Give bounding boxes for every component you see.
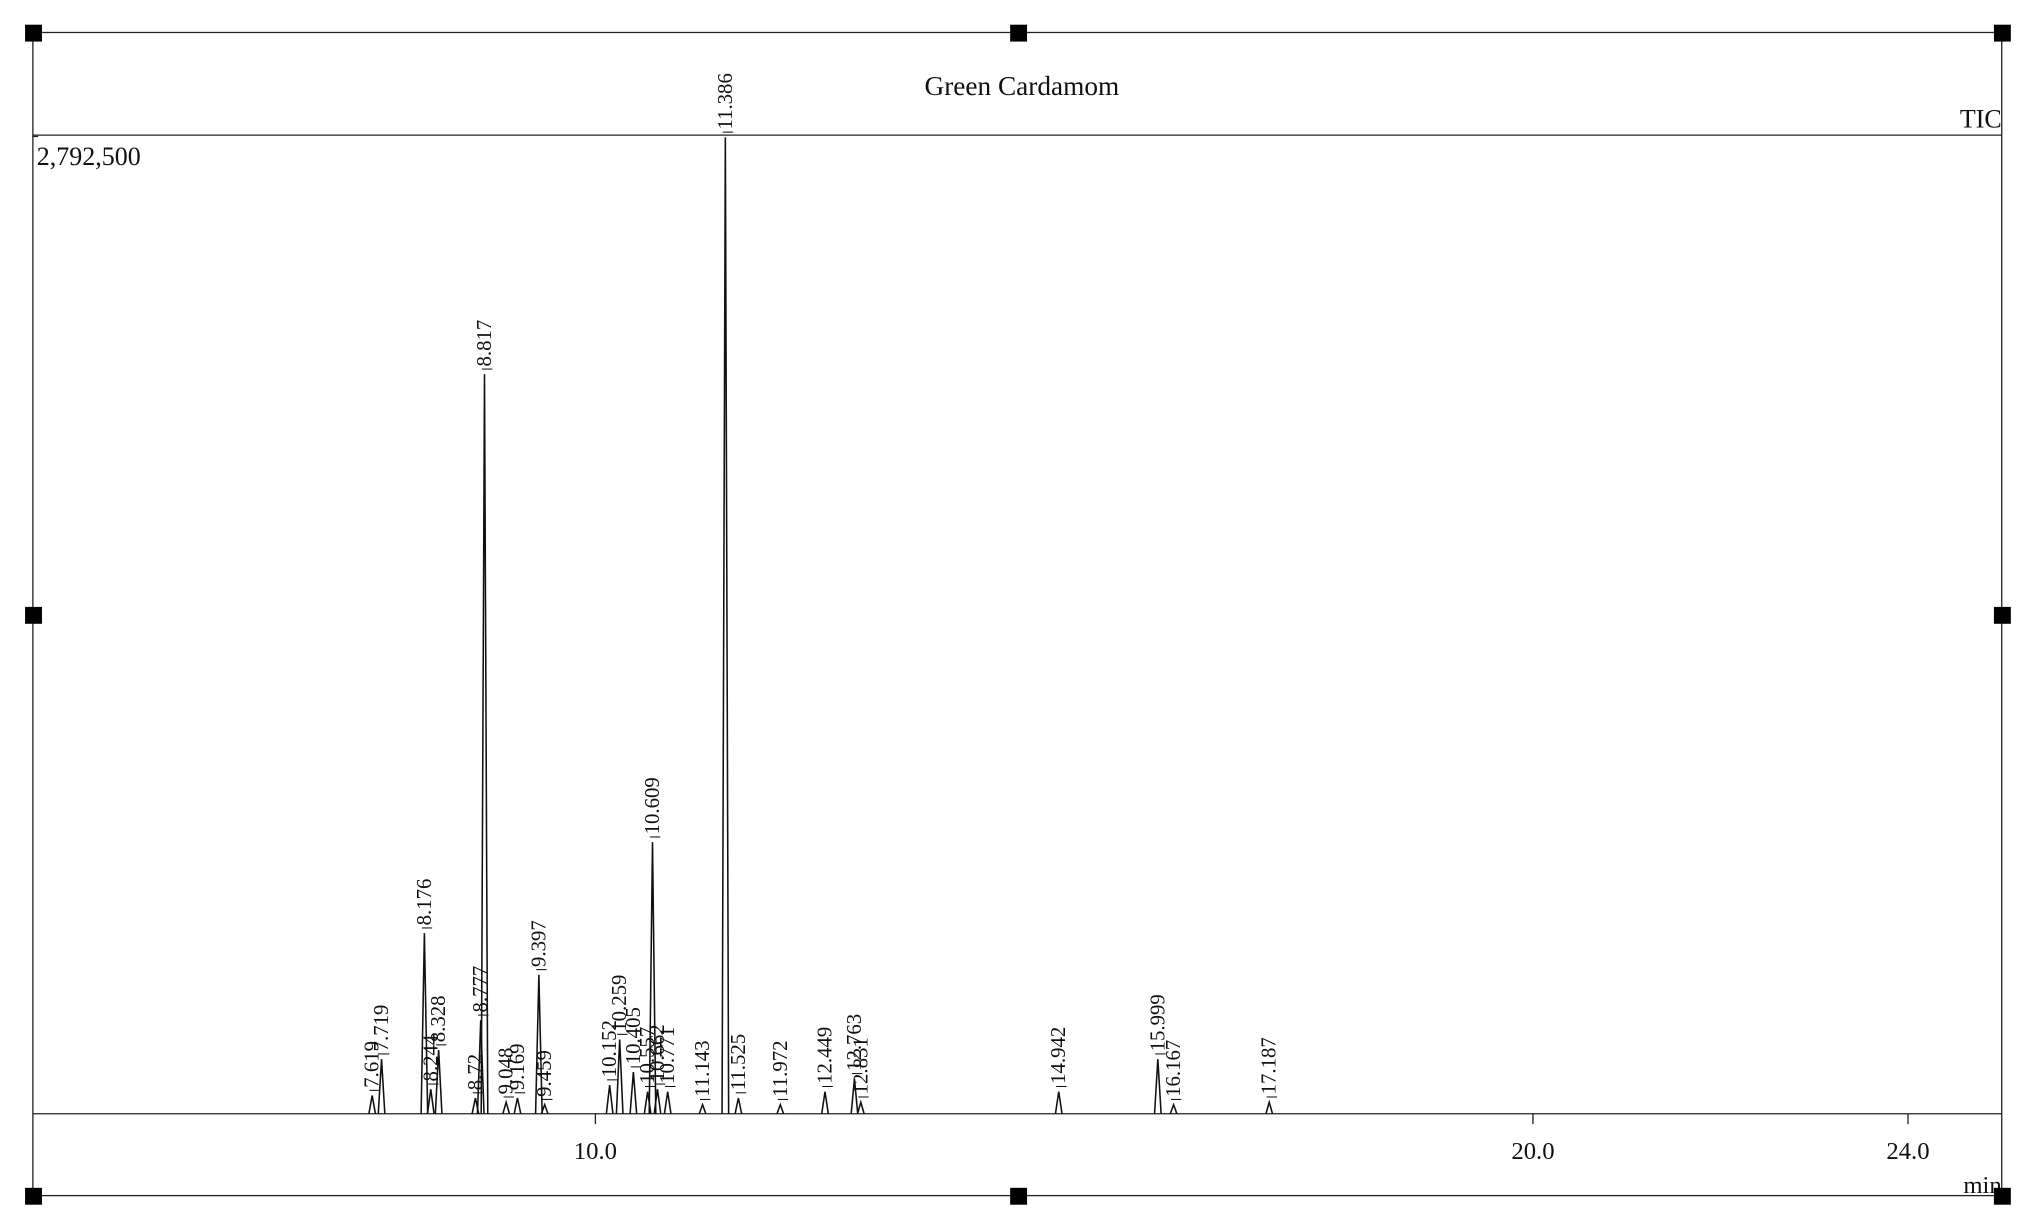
peak-label: 16.167 bbox=[1162, 1040, 1185, 1097]
peak bbox=[856, 1099, 865, 1114]
handle[interactable] bbox=[1010, 24, 1028, 42]
peak-label: 9.169 bbox=[506, 1043, 529, 1090]
peak bbox=[629, 1072, 638, 1114]
peak bbox=[502, 1099, 511, 1114]
peak-label: 8.817 bbox=[473, 320, 496, 367]
peak-label: 10.405 bbox=[622, 1007, 645, 1064]
peak bbox=[820, 1091, 830, 1114]
peak-label: 11.143 bbox=[691, 1040, 714, 1096]
peak-label: 9.459 bbox=[533, 1050, 556, 1097]
peak-label: 11.972 bbox=[769, 1040, 792, 1096]
x-tick-label: 10.0 bbox=[574, 1138, 617, 1165]
peak-label: 11.525 bbox=[727, 1034, 750, 1090]
peak bbox=[368, 1095, 377, 1114]
handle[interactable] bbox=[1010, 1187, 1028, 1205]
peak bbox=[653, 1089, 662, 1114]
peak-label: 15.999 bbox=[1146, 994, 1169, 1051]
peak-label: 10.662 bbox=[646, 1024, 669, 1081]
peak-label: 8.176 bbox=[413, 879, 436, 926]
peak bbox=[1054, 1091, 1063, 1114]
peak-label: 8.777 bbox=[469, 966, 492, 1013]
peak-label: 8.328 bbox=[427, 995, 450, 1042]
handle[interactable] bbox=[25, 24, 42, 42]
peak-label: 8.244 bbox=[419, 1034, 442, 1081]
peak-label: 12.763 bbox=[843, 1014, 866, 1071]
peak bbox=[1153, 1059, 1162, 1114]
peak-label: 17.187 bbox=[1258, 1037, 1281, 1094]
peak bbox=[721, 137, 730, 1114]
peak-label: 10.152 bbox=[598, 1020, 621, 1077]
peak bbox=[734, 1097, 743, 1114]
handle[interactable] bbox=[1993, 1187, 2011, 1205]
x-tick-label: 20.0 bbox=[1511, 1138, 1554, 1165]
peak-label: 10.557 bbox=[636, 1027, 659, 1084]
peak-label: 9.048 bbox=[495, 1048, 518, 1095]
chart-title: Green Cardamom bbox=[925, 71, 1120, 101]
peak-label: 10.259 bbox=[608, 975, 631, 1032]
peak-label: 12.831 bbox=[849, 1037, 872, 1094]
peak bbox=[648, 842, 657, 1114]
peak-label: 14.942 bbox=[1047, 1027, 1070, 1084]
peak bbox=[663, 1091, 672, 1114]
peak-label: 10.609 bbox=[641, 777, 664, 834]
handle[interactable] bbox=[25, 606, 42, 624]
peak bbox=[850, 1078, 859, 1114]
peak bbox=[615, 1039, 624, 1114]
peak-label: 7.619 bbox=[361, 1041, 384, 1088]
trace-label: TIC bbox=[1960, 104, 2002, 133]
peak bbox=[540, 1102, 549, 1115]
peak bbox=[534, 974, 543, 1114]
y-tick-label: 2,792,500 bbox=[37, 142, 141, 171]
peak bbox=[776, 1102, 785, 1115]
peak bbox=[1169, 1102, 1178, 1115]
handle[interactable] bbox=[1993, 606, 2011, 624]
handle[interactable] bbox=[1993, 24, 2011, 42]
peak bbox=[434, 1050, 443, 1114]
peak bbox=[513, 1097, 522, 1114]
peak-label: 12.449 bbox=[814, 1027, 837, 1084]
peak-label: 7.719 bbox=[370, 1005, 393, 1052]
peak bbox=[1265, 1099, 1274, 1114]
x-tick-label: 24.0 bbox=[1886, 1138, 1929, 1165]
peak bbox=[377, 1059, 386, 1114]
peak-label: 9.397 bbox=[527, 920, 550, 967]
peak-label: 10.771 bbox=[656, 1027, 679, 1084]
peak bbox=[420, 933, 429, 1114]
peak bbox=[476, 1020, 485, 1114]
peak bbox=[480, 374, 489, 1114]
peak bbox=[426, 1089, 435, 1114]
peak bbox=[605, 1084, 614, 1114]
handle[interactable] bbox=[25, 1187, 42, 1205]
peak bbox=[698, 1102, 707, 1115]
peak-label: 11.386 bbox=[714, 73, 737, 129]
selection-handles[interactable] bbox=[25, 24, 2011, 1205]
frame bbox=[32, 31, 2003, 1197]
